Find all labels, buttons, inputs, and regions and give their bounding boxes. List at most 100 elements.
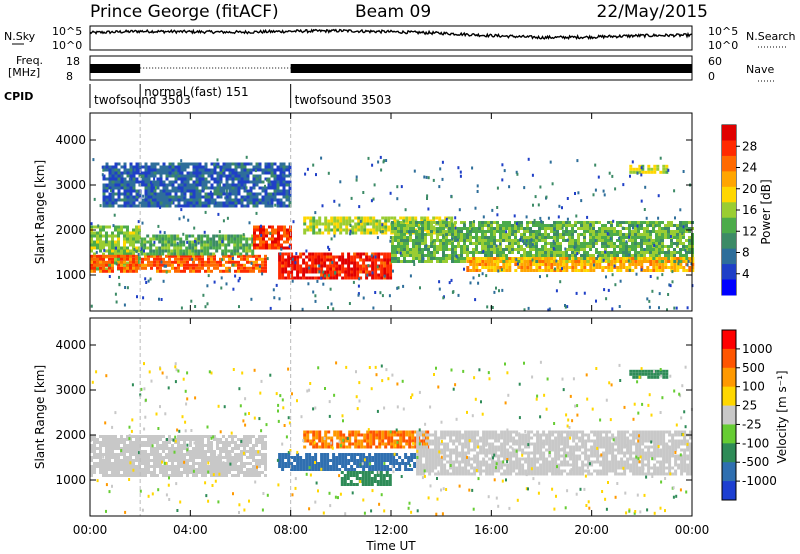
scatter-cell [225,189,228,193]
heatmap-cell [532,263,536,266]
heatmap-cell [619,242,622,245]
heatmap-cell [129,162,133,166]
heatmap-cell [123,447,126,450]
heatmap-cell [634,236,637,239]
heatmap-cell [138,246,141,250]
heatmap-cell [499,260,503,263]
heatmap-cell [350,270,354,274]
heatmap-cell [493,257,497,260]
heatmap-cell [126,174,130,178]
heatmap-cell [640,242,643,245]
heatmap-cell [192,453,195,456]
scatter-cell [400,185,403,189]
heatmap-cell [571,242,574,245]
scatter-cell [333,199,336,203]
heatmap-cell [261,195,265,199]
heatmap-cell [120,441,123,444]
heatmap-cell [544,230,547,233]
heatmap-cell [225,456,228,459]
heatmap-cell [622,233,625,236]
heatmap-cell [454,251,457,254]
heatmap-cell [174,468,177,471]
heatmap-cell [258,162,262,166]
heatmap-cell [400,227,403,230]
heatmap-cell [682,236,685,239]
heatmap-cell [550,269,554,272]
scatter-cell [491,208,494,212]
heatmap-cell [634,263,638,266]
heatmap-cell [168,201,172,205]
heatmap-cell [123,260,126,264]
heatmap-cell [108,168,112,172]
heatmap-cell [234,465,237,468]
scatter-cell [383,274,386,278]
heatmap-cell [132,263,135,267]
heatmap-cell [296,264,300,268]
heatmap-cell [463,260,466,263]
scatter-cell [382,160,385,164]
scatter-cell [456,255,459,259]
scatter-cell [397,286,400,290]
heatmap-cell [213,171,217,175]
heatmap-cell [445,233,448,236]
heatmap-cell [246,198,250,202]
heatmap-cell [114,243,117,247]
heatmap-cell [332,453,336,456]
heatmap-cell [562,257,566,260]
heatmap-cell [204,465,207,468]
heatmap-cell [159,180,163,184]
heatmap-cell [383,267,387,271]
heatmap-cell [511,260,515,263]
scatter-cell [433,256,436,260]
heatmap-cell [418,230,421,233]
heatmap-cell [123,165,127,169]
heatmap-cell [400,254,403,257]
heatmap-cell [186,453,189,456]
heatmap-cell [255,162,259,166]
heatmap-cell [164,240,168,244]
heatmap-cell [637,236,640,239]
heatmap-cell [655,233,658,236]
heatmap-cell [183,260,186,264]
heatmap-cell [366,231,370,235]
heatmap-cell [111,450,114,453]
heatmap-cell [574,260,578,263]
scatter-cell [555,289,558,293]
heatmap-cell [619,233,622,236]
heatmap-cell [658,236,661,239]
scatter-cell [603,288,606,292]
heatmap-cell [252,174,256,178]
heatmap-cell [526,245,529,248]
heatmap-cell [397,257,400,260]
heatmap-cell [150,165,154,169]
heatmap-cell [296,462,300,465]
heatmap-cell [427,227,430,230]
heatmap-cell [287,456,291,459]
heatmap-cell [245,252,249,256]
heatmap-cell [339,222,343,226]
heatmap-cell [372,219,376,223]
heatmap-cell [93,234,96,238]
heatmap-cell [177,165,181,169]
heatmap-cell [186,266,189,270]
heatmap-cell [138,225,141,229]
heatmap-cell [613,257,617,260]
scatter-cell [266,257,269,261]
heatmap-cell [348,216,352,220]
heatmap-cell [270,174,274,178]
heatmap-cell [286,240,289,244]
heatmap-cell [114,180,118,184]
heatmap-cell [252,186,256,190]
heatmap-cell [165,186,169,190]
heatmap-cell [345,228,349,232]
heatmap-cell [270,198,274,202]
heatmap-cell [99,468,102,471]
heatmap-cell [454,248,457,251]
heatmap-cell [186,254,189,258]
heatmap-cell [114,240,117,244]
heatmap-cell [281,252,285,256]
heatmap-cell [243,462,246,465]
heatmap-cell [505,254,508,257]
heatmap-cell [99,450,102,453]
scatter-cell [248,221,251,225]
